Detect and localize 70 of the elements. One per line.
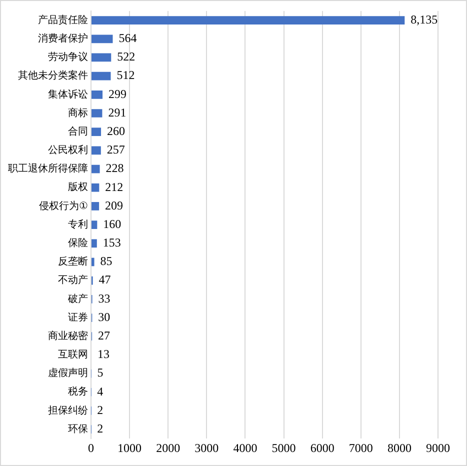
x-tick-label: 5000 — [272, 440, 296, 455]
bar — [92, 202, 100, 210]
y-tick-label: 消费者保护 — [38, 32, 88, 44]
y-tick-label: 保险 — [68, 236, 88, 249]
bar — [92, 109, 102, 118]
data-label: 8,135 — [410, 12, 438, 26]
bar — [92, 16, 405, 24]
data-label: 212 — [105, 180, 124, 194]
data-label: 27 — [98, 328, 110, 343]
data-label: 85 — [100, 254, 112, 268]
data-label: 47 — [98, 272, 111, 287]
y-tick-label: 专利 — [68, 218, 88, 230]
data-label: 257 — [106, 142, 125, 157]
data-label: 153 — [102, 236, 121, 250]
x-tick-label: 3000 — [194, 440, 219, 455]
bar — [92, 90, 103, 99]
data-label: 5 — [97, 366, 104, 380]
y-tick-label: 商业秘密 — [48, 330, 88, 342]
y-tick-label: 产品责任险 — [38, 14, 88, 26]
data-label: 512 — [116, 68, 135, 82]
x-tick-label: 0 — [88, 440, 94, 455]
y-tick-label: 互联网 — [58, 348, 88, 361]
bar — [92, 164, 100, 174]
y-tick-label: 劳动争议 — [48, 51, 88, 64]
data-label: 291 — [108, 105, 126, 120]
y-tick-label: 证券 — [68, 311, 88, 324]
data-label: 260 — [107, 124, 126, 138]
data-label: 522 — [117, 50, 136, 64]
x-tick-label: 9000 — [426, 440, 450, 455]
bar — [92, 53, 112, 62]
y-tick-label: 公民权利 — [48, 144, 88, 156]
data-label: 30 — [98, 310, 110, 324]
y-tick-label: 担保纠纷 — [48, 404, 88, 416]
y-tick-label: 其他未分类案件 — [18, 70, 88, 82]
data-label: 2 — [97, 402, 104, 417]
bar — [92, 183, 100, 192]
x-tick-label: 6000 — [310, 440, 334, 455]
y-tick-label: 破产 — [67, 292, 88, 305]
y-tick-label: 版权 — [68, 181, 88, 194]
x-tick-label: 4000 — [233, 440, 258, 455]
y-tick-label: 不动产 — [58, 274, 88, 286]
y-tick-label: 集体诉讼 — [48, 88, 88, 100]
data-label: 4 — [97, 384, 104, 398]
bar — [92, 72, 111, 80]
data-label: 13 — [98, 347, 110, 362]
bar — [92, 34, 113, 44]
bar — [92, 146, 101, 155]
y-tick-label: 虚假声明 — [48, 367, 88, 380]
data-label: 160 — [103, 216, 122, 231]
y-tick-label: 合同 — [68, 125, 88, 138]
data-label: 228 — [106, 161, 124, 176]
y-tick-label: 商标 — [68, 106, 88, 119]
x-tick-label: 1000 — [118, 440, 142, 455]
y-tick-label: 职工退休所得保障 — [8, 162, 88, 175]
bar — [92, 220, 98, 229]
data-label: 299 — [108, 86, 127, 101]
y-tick-label: 反垄断 — [58, 256, 88, 268]
x-tick-label: 7000 — [348, 440, 373, 455]
x-tick-label: 8000 — [387, 440, 412, 455]
bar — [92, 258, 94, 266]
data-label: 33 — [98, 291, 110, 306]
y-tick-label: 侵权行为① — [39, 200, 88, 212]
bar — [92, 239, 97, 248]
bar — [92, 128, 102, 136]
y-tick-label: 税务 — [68, 386, 88, 398]
data-label: 209 — [105, 198, 124, 212]
x-tick-label: 2000 — [156, 440, 180, 455]
data-label: 2 — [97, 421, 104, 436]
data-label: 564 — [118, 31, 137, 46]
y-tick-label: 环保 — [68, 424, 88, 435]
